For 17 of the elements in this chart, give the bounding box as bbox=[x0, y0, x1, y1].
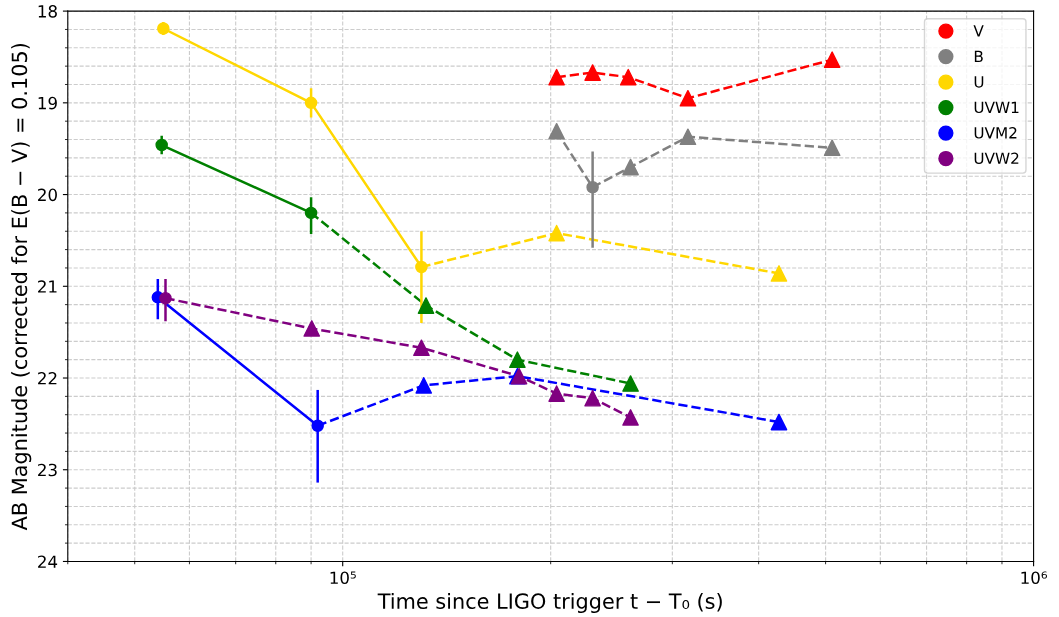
y-tick-label: 24 bbox=[38, 555, 58, 568]
legend-label: U bbox=[974, 76, 984, 88]
legend-label: UVW1 bbox=[974, 101, 1019, 114]
legend-label: UVW2 bbox=[974, 152, 1019, 165]
y-tick-label: 22 bbox=[38, 371, 57, 385]
x-axis-title: Time since LIGO trigger t − T₀ (s) bbox=[377, 592, 722, 614]
legend-label: V bbox=[973, 25, 984, 37]
y-tick-label: 20 bbox=[38, 188, 57, 202]
y-tick-label: 21 bbox=[38, 280, 57, 293]
y-tick-label: 18 bbox=[38, 5, 57, 18]
y-axis-title: AB Magnitude (corrected for E(B − V) = 0.105) bbox=[11, 43, 32, 531]
legend-label: B bbox=[974, 50, 983, 62]
x-tick-label: 10⁶ bbox=[1021, 571, 1047, 585]
y-tick-label: 23 bbox=[38, 463, 57, 477]
y-tick-label: 19 bbox=[38, 96, 57, 110]
x-tick-label: 10⁵ bbox=[330, 571, 356, 585]
legend-label: UVM2 bbox=[974, 127, 1017, 139]
